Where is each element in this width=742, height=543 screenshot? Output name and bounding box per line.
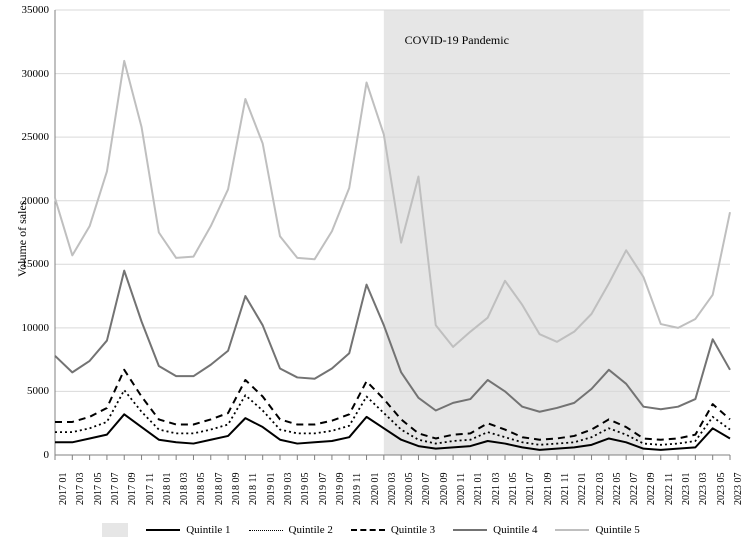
legend-label-q1: Quintile 1 [186,524,230,536]
x-tick-label: 2023 01 [681,473,692,506]
x-tick-label: 2022 11 [664,473,675,505]
legend-line-q1 [146,529,180,531]
x-tick-label: 2017 11 [145,473,156,505]
x-tick-label: 2023 03 [698,473,709,506]
y-tick-label: 5000 [9,385,49,397]
x-tick-label: 2023 07 [733,473,742,506]
x-tick-label: 2022 01 [577,473,588,506]
x-tick-label: 2021 11 [560,473,571,505]
x-tick-label: 2022 09 [646,473,657,506]
x-tick-label: 2018 11 [248,473,259,505]
x-tick-label: 2020 01 [370,473,381,506]
legend-item-q1: Quintile 1 [146,524,230,536]
x-tick-label: 2023 05 [716,473,727,506]
x-tick-label: 2021 03 [491,473,502,506]
legend-line-q2 [249,530,283,531]
x-tick-label: 2019 03 [283,473,294,506]
legend-line-q3 [351,529,385,531]
legend-item-q5: Quintile 5 [555,524,639,536]
plot-area [0,0,742,543]
legend-label-q2: Quintile 2 [289,524,333,536]
legend-line-q5 [555,529,589,531]
x-tick-label: 2020 09 [439,473,450,506]
covid-annotation: COVID-19 Pandemic [405,33,509,48]
x-tick-label: 2020 03 [387,473,398,506]
x-tick-label: 2020 05 [404,473,415,506]
y-tick-label: 30000 [9,68,49,80]
x-tick-label: 2017 07 [110,473,121,506]
legend-label-q3: Quintile 3 [391,524,435,536]
y-tick-label: 25000 [9,131,49,143]
y-tick-label: 0 [9,449,49,461]
legend-item-q2: Quintile 2 [249,524,333,536]
x-tick-label: 2018 07 [214,473,225,506]
x-tick-label: 2017 05 [93,473,104,506]
x-tick-label: 2019 05 [300,473,311,506]
x-tick-label: 2021 01 [473,473,484,506]
x-tick-label: 2021 09 [543,473,554,506]
x-tick-label: 2019 11 [352,473,363,505]
x-tick-label: 2022 07 [629,473,640,506]
x-tick-label: 2020 11 [456,473,467,505]
legend-item-q4: Quintile 4 [453,524,537,536]
sales-volume-line-chart: 05000100001500020000250003000035000 2017… [0,0,742,543]
legend-line-q4 [453,529,487,531]
x-tick-label: 2017 03 [75,473,86,506]
legend-label-q5: Quintile 5 [595,524,639,536]
legend: Quintile 1 Quintile 2 Quintile 3 Quintil… [0,523,742,537]
x-tick-label: 2018 03 [179,473,190,506]
y-axis-title: Volume of sales [15,200,30,276]
y-tick-label: 35000 [9,4,49,16]
x-tick-label: 2021 05 [508,473,519,506]
x-tick-label: 2022 05 [612,473,623,506]
x-tick-label: 2020 07 [421,473,432,506]
legend-label-q4: Quintile 4 [493,524,537,536]
x-tick-label: 2018 05 [196,473,207,506]
x-tick-label: 2019 01 [266,473,277,506]
legend-item-q3: Quintile 3 [351,524,435,536]
y-tick-label: 10000 [9,322,49,334]
x-tick-label: 2018 01 [162,473,173,506]
legend-swatch-shaded [102,523,128,537]
legend-shaded-box [102,523,128,537]
x-tick-label: 2017 01 [58,473,69,506]
x-tick-label: 2018 09 [231,473,242,506]
x-tick-label: 2021 07 [525,473,536,506]
x-tick-label: 2017 09 [127,473,138,506]
x-tick-label: 2019 07 [318,473,329,506]
x-tick-label: 2019 09 [335,473,346,506]
x-tick-label: 2022 03 [595,473,606,506]
